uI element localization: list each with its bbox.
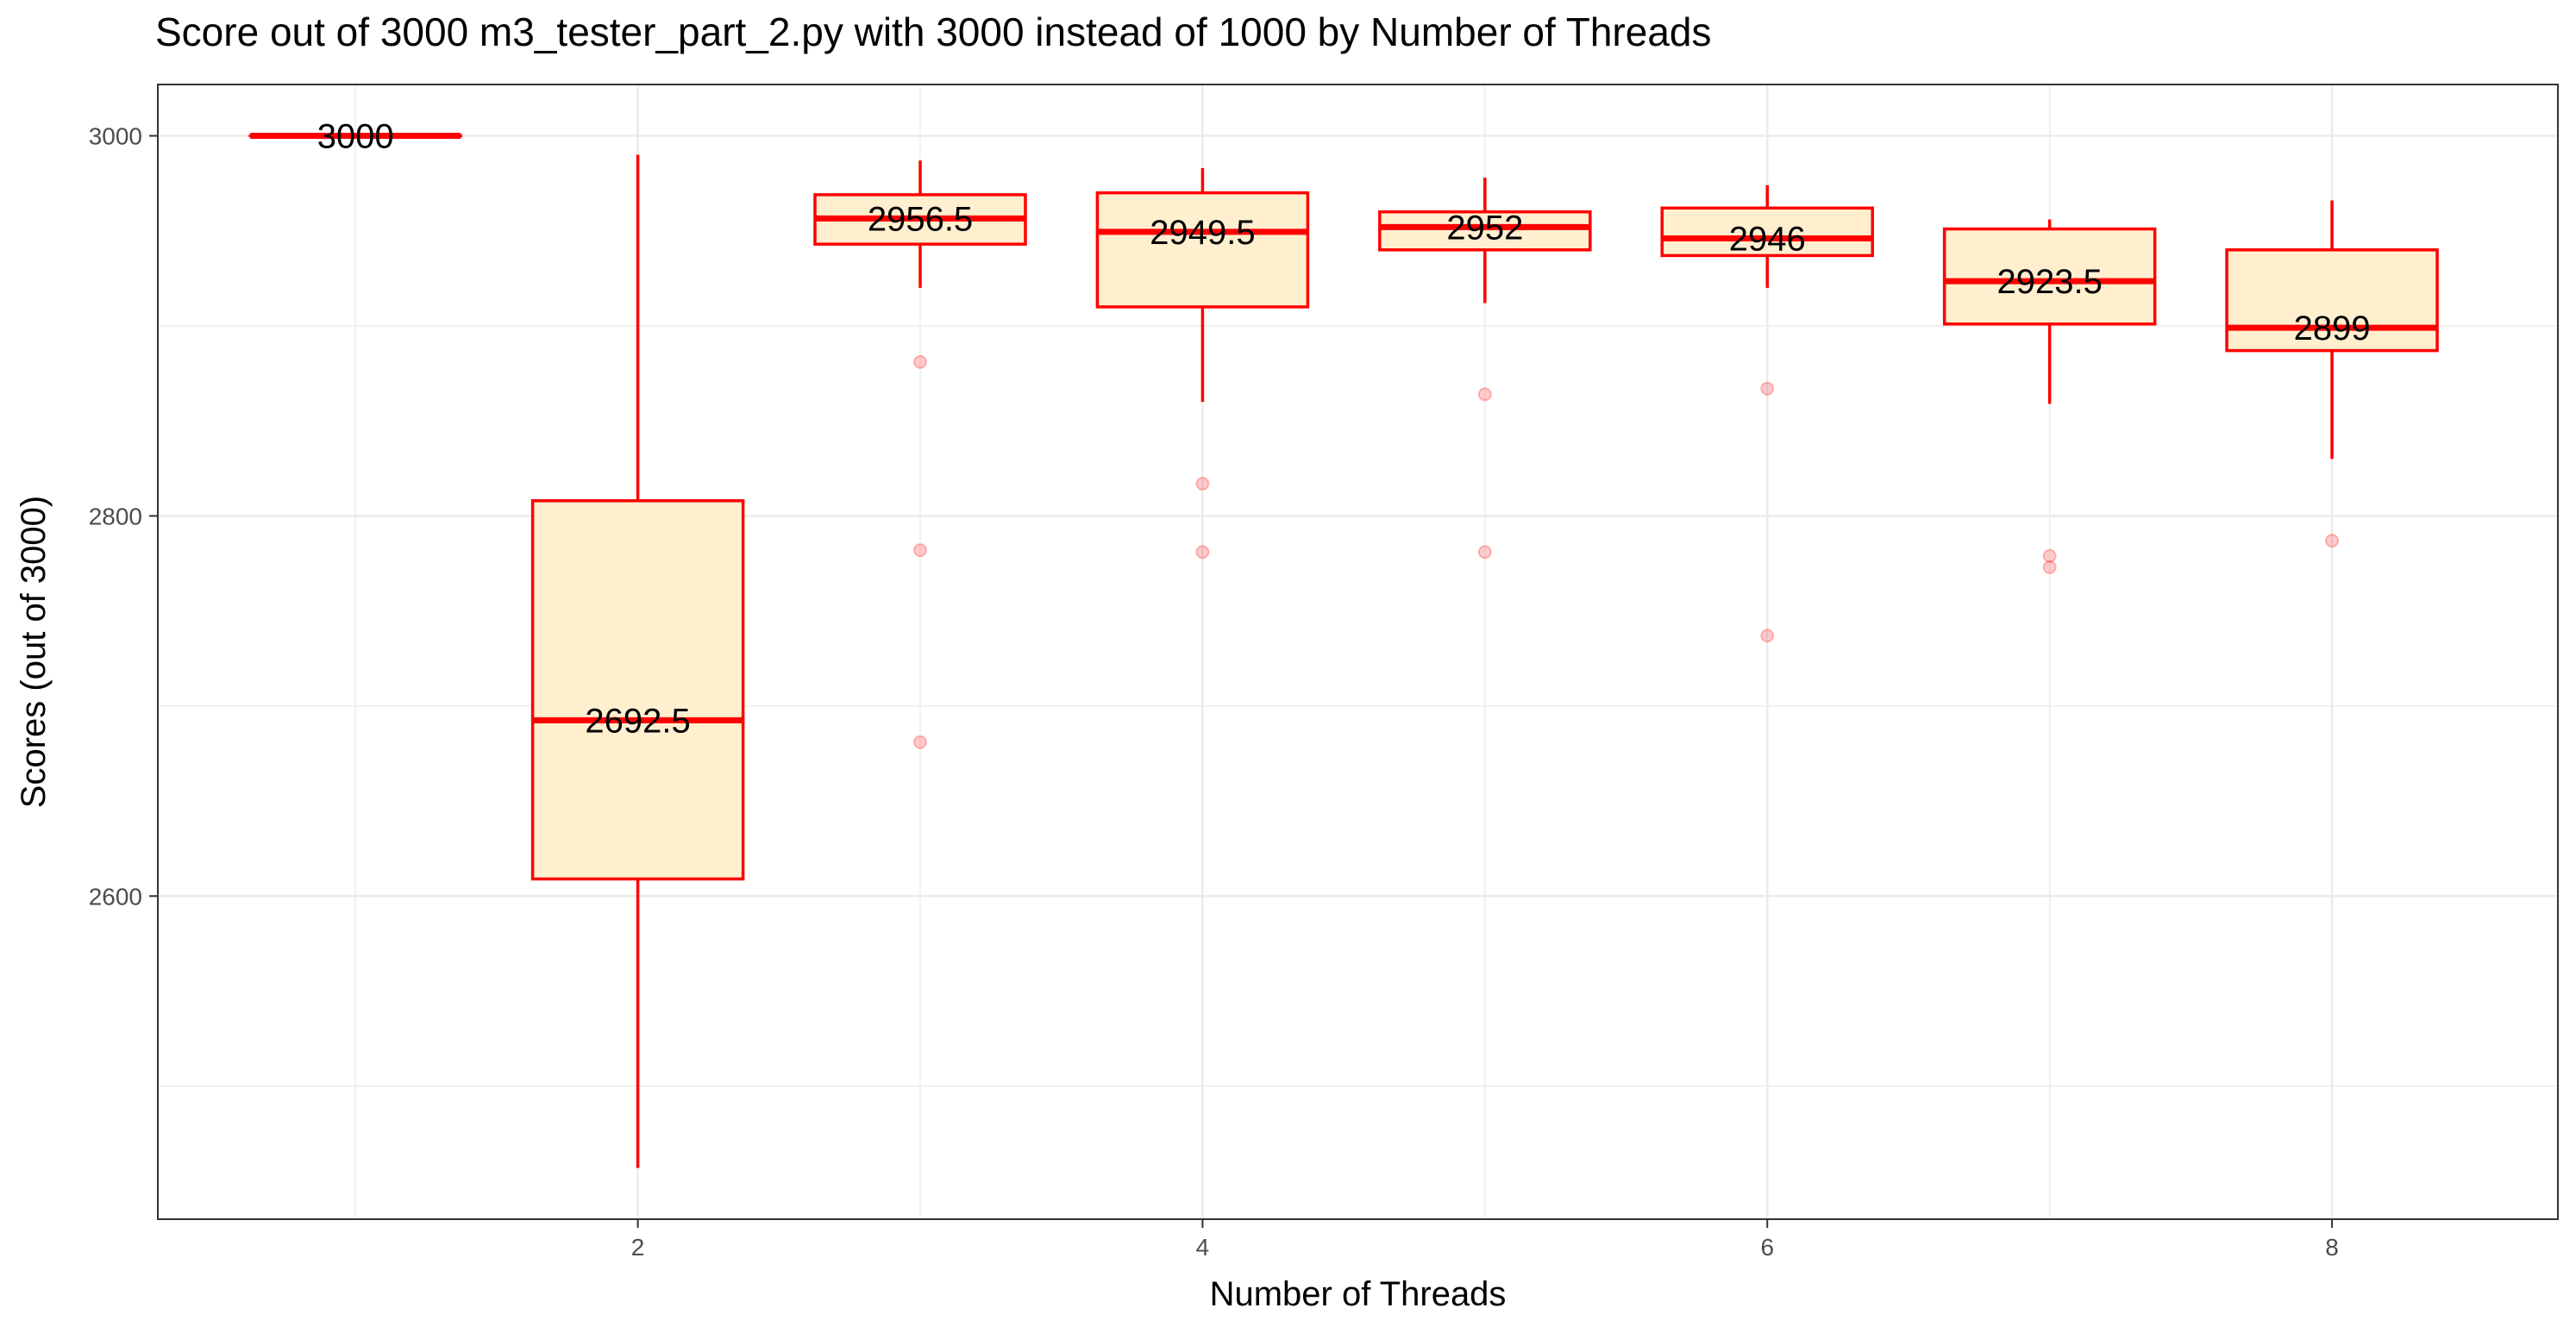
box-group: 2692.5	[530, 154, 745, 1168]
median-label: 2952	[1446, 209, 1523, 247]
median-label: 3000	[317, 118, 394, 156]
box-body	[530, 499, 745, 881]
outlier-point	[913, 735, 928, 749]
grid-layer	[158, 84, 2558, 1219]
box-body	[1095, 191, 1310, 309]
box-group: 3000	[248, 118, 462, 156]
box-group: 2949.5	[1095, 167, 1310, 560]
outlier-point	[2325, 534, 2340, 548]
box-group: 2956.5	[813, 160, 1027, 749]
y-tick-label: 2800	[89, 503, 142, 529]
outlier-point	[1760, 381, 1775, 396]
outlier-point	[2042, 548, 2057, 563]
box-body	[1378, 210, 1592, 252]
median-label: 2923.5	[1996, 263, 2102, 301]
panel-border	[157, 84, 2559, 1220]
box-group: 2923.5	[1942, 219, 2157, 574]
outlier-point	[1477, 545, 1492, 560]
box-group: 2946	[1660, 185, 1874, 643]
median-label: 2692.5	[585, 702, 690, 740]
axis-layer: 2 4 6 8 2600 2800 3000	[89, 123, 2339, 1261]
outlier-point	[913, 543, 928, 558]
y-axis-title: Scores (out of 3000)	[15, 496, 53, 808]
median-label: 2956.5	[868, 200, 973, 238]
outlier-point	[1195, 476, 1210, 491]
x-tick-label: 6	[1760, 1234, 1774, 1261]
outlier-point	[1477, 387, 1492, 402]
box-group: 2899	[2225, 200, 2439, 548]
y-tick-label: 3000	[89, 123, 142, 150]
box-group: 2952	[1378, 178, 1592, 560]
x-axis-title: Number of Threads	[1210, 1275, 1507, 1313]
box-body	[1660, 206, 1874, 258]
x-tick-label: 4	[1196, 1234, 1210, 1261]
box-body	[1942, 227, 2157, 326]
box-body	[2225, 248, 2439, 353]
chart-title: Score out of 3000 m3_tester_part_2.py wi…	[155, 9, 1712, 54]
outlier-point	[913, 354, 928, 369]
x-tick-label: 2	[631, 1234, 645, 1261]
outlier-point	[2042, 560, 2057, 574]
box-layer: 3000 2692.5 2956.5 2949.5 2952 2946 2923.5 2899	[248, 118, 2439, 1168]
x-tick-label: 8	[2325, 1234, 2339, 1261]
outlier-point	[1760, 629, 1775, 643]
y-tick-label: 2600	[89, 883, 142, 910]
median-label: 2949.5	[1150, 214, 1255, 252]
median-label: 2946	[1729, 221, 1806, 259]
median-label: 2899	[2294, 310, 2371, 347]
outlier-point	[1195, 545, 1210, 560]
